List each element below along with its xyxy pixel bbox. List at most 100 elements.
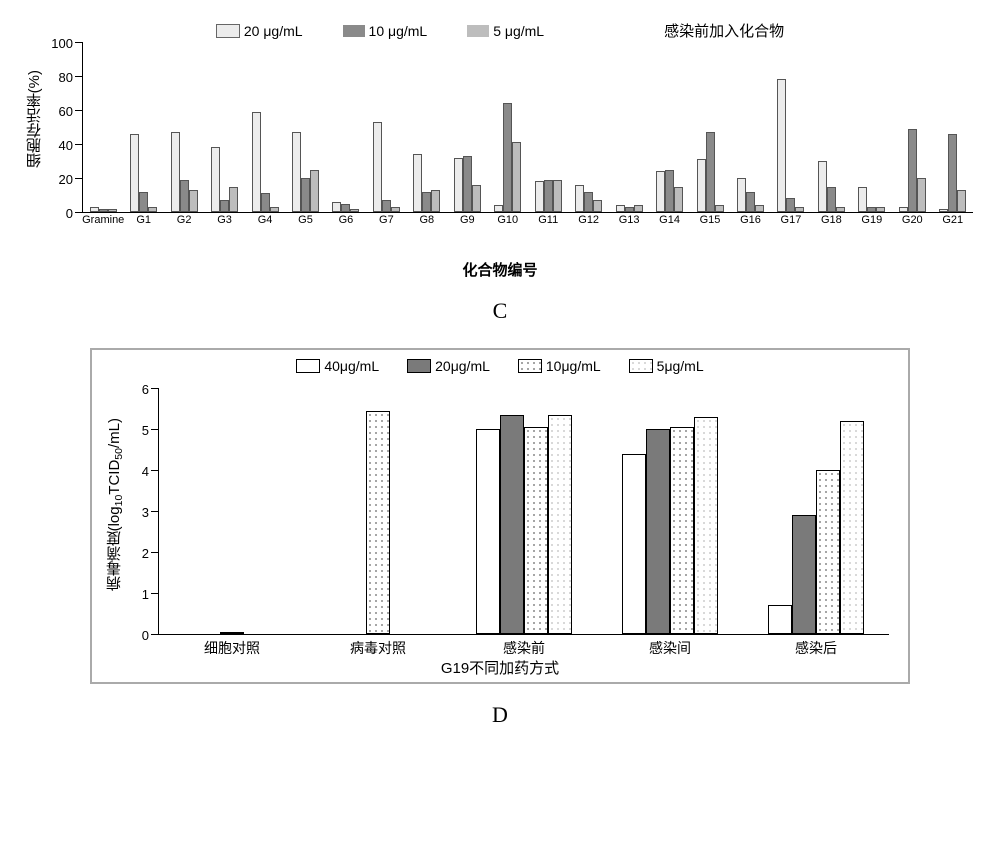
bar: [252, 112, 261, 212]
bar: [656, 171, 665, 212]
bar: [694, 417, 718, 634]
bar: [786, 198, 795, 212]
legend-label: 40μg/mL: [324, 358, 379, 374]
bar: [310, 170, 319, 213]
x-category-label: 感染后: [795, 638, 837, 658]
x-category-label: G6: [339, 214, 354, 226]
x-category-label: G7: [379, 214, 394, 226]
bar: [391, 207, 400, 212]
bar-group: 细胞对照: [159, 388, 305, 634]
x-category-label: G13: [619, 214, 640, 226]
bar: [858, 187, 867, 213]
x-category-label: G8: [420, 214, 435, 226]
legend-swatch: [296, 359, 320, 373]
legend-item: 10μg/mL: [518, 358, 601, 374]
chart-c-annotation: 感染前加入化合物: [664, 20, 784, 41]
chart-c-legend: 20 μg/mL 10 μg/mL 5 μg/mL 感染前加入化合物: [20, 20, 980, 41]
bar: [792, 515, 816, 634]
bar-group: G2: [164, 42, 204, 212]
x-category-label: 感染前: [503, 638, 545, 658]
bar: [220, 632, 244, 634]
bar-group: Gramine: [83, 42, 123, 212]
bar: [899, 207, 908, 212]
bar: [818, 161, 827, 212]
legend-label: 20 μg/mL: [244, 23, 303, 39]
legend-label: 5 μg/mL: [493, 23, 544, 39]
bar: [373, 122, 382, 212]
bar: [229, 187, 238, 213]
bar: [130, 134, 139, 212]
legend-swatch: [467, 25, 489, 37]
bar: [917, 178, 926, 212]
x-category-label: G14: [659, 214, 680, 226]
legend-item: 5μg/mL: [629, 358, 704, 374]
bar-group: G6: [326, 42, 366, 212]
bar: [220, 200, 229, 212]
bar: [431, 190, 440, 212]
bar: [524, 427, 548, 634]
chart-d-plot: 细胞对照病毒对照感染前感染间感染后 0123456: [158, 388, 889, 635]
bar-group: G4: [245, 42, 285, 212]
bar-group: G20: [892, 42, 932, 212]
x-category-label: 细胞对照: [204, 638, 260, 658]
bar-group: G16: [730, 42, 770, 212]
bar: [827, 187, 836, 213]
bar: [332, 202, 341, 212]
bar: [836, 207, 845, 212]
x-category-label: G15: [700, 214, 721, 226]
bar: [413, 154, 422, 212]
legend-swatch: [629, 359, 653, 373]
legend-swatch: [518, 359, 542, 373]
legend-item: 10 μg/mL: [343, 23, 428, 39]
x-category-label: G21: [942, 214, 963, 226]
bar: [616, 205, 625, 212]
bar: [422, 192, 431, 212]
legend-label: 5μg/mL: [657, 358, 704, 374]
bar: [957, 190, 966, 212]
x-category-label: G2: [177, 214, 192, 226]
legend-label: 20μg/mL: [435, 358, 490, 374]
x-category-label: G17: [781, 214, 802, 226]
bar: [665, 170, 674, 213]
chart-d-ylabel: 病毒滴度(log10TCID50/mL): [104, 418, 125, 591]
bar-group: 感染前: [451, 388, 597, 634]
x-category-label: G19: [861, 214, 882, 226]
bar: [584, 192, 593, 212]
bar: [715, 205, 724, 212]
figure-letter-c: C: [20, 298, 980, 324]
bar: [816, 470, 840, 634]
legend-item: 40μg/mL: [296, 358, 379, 374]
bar: [840, 421, 864, 634]
bar: [706, 132, 715, 212]
bar: [746, 192, 755, 212]
x-category-label: G18: [821, 214, 842, 226]
bar: [593, 200, 602, 212]
bar: [777, 79, 786, 212]
bar: [108, 209, 117, 212]
bar: [544, 180, 553, 212]
bar: [292, 132, 301, 212]
chart-c-plot: GramineG1G2G3G4G5G6G7G8G9G10G11G12G13G14…: [82, 42, 973, 213]
legend-label: 10 μg/mL: [369, 23, 428, 39]
legend-swatch: [216, 24, 240, 38]
x-category-label: G1: [136, 214, 151, 226]
bar-group: G8: [407, 42, 447, 212]
bar-group: G13: [609, 42, 649, 212]
x-category-label: G4: [258, 214, 273, 226]
bar: [674, 187, 683, 213]
bar: [939, 209, 948, 212]
x-category-label: 感染间: [649, 638, 691, 658]
figure-letter-d: D: [20, 702, 980, 728]
bar: [575, 185, 584, 212]
bar: [625, 207, 634, 212]
bar: [948, 134, 957, 212]
legend-item: 20 μg/mL: [216, 23, 303, 39]
bar: [139, 192, 148, 212]
bar-group: G10: [488, 42, 528, 212]
chart-c: 20 μg/mL 10 μg/mL 5 μg/mL 感染前加入化合物 细胞存活率…: [20, 20, 980, 280]
bar: [503, 103, 512, 212]
bar: [476, 429, 500, 634]
bar-group: 感染后: [743, 388, 889, 634]
x-category-label: Gramine: [82, 214, 124, 226]
bar: [463, 156, 472, 212]
